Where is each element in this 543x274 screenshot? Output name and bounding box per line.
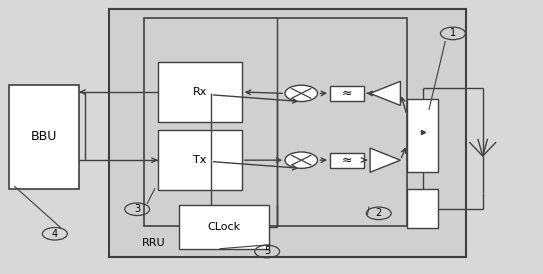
Text: Rx: Rx — [193, 87, 207, 97]
Text: BBU: BBU — [31, 130, 57, 144]
Text: 1: 1 — [450, 28, 456, 38]
Bar — [109, 9, 466, 257]
Polygon shape — [370, 148, 400, 172]
Text: 3: 3 — [134, 204, 140, 214]
Circle shape — [285, 85, 318, 102]
Bar — [330, 86, 364, 101]
Circle shape — [285, 152, 318, 168]
Bar — [179, 205, 269, 249]
Bar — [407, 189, 438, 228]
Bar — [144, 18, 407, 226]
Text: Tx: Tx — [193, 155, 206, 165]
Text: 2: 2 — [376, 208, 382, 218]
Text: CLock: CLock — [207, 222, 241, 232]
Text: RRU: RRU — [142, 238, 165, 248]
Bar — [158, 62, 242, 122]
Bar — [330, 153, 364, 167]
Polygon shape — [370, 81, 400, 105]
Bar — [158, 130, 242, 190]
Text: ≈: ≈ — [342, 87, 352, 100]
Text: 5: 5 — [264, 247, 270, 256]
Text: 4: 4 — [52, 229, 58, 239]
Text: ≈: ≈ — [342, 153, 352, 167]
Bar — [9, 85, 79, 189]
Bar — [407, 99, 438, 172]
